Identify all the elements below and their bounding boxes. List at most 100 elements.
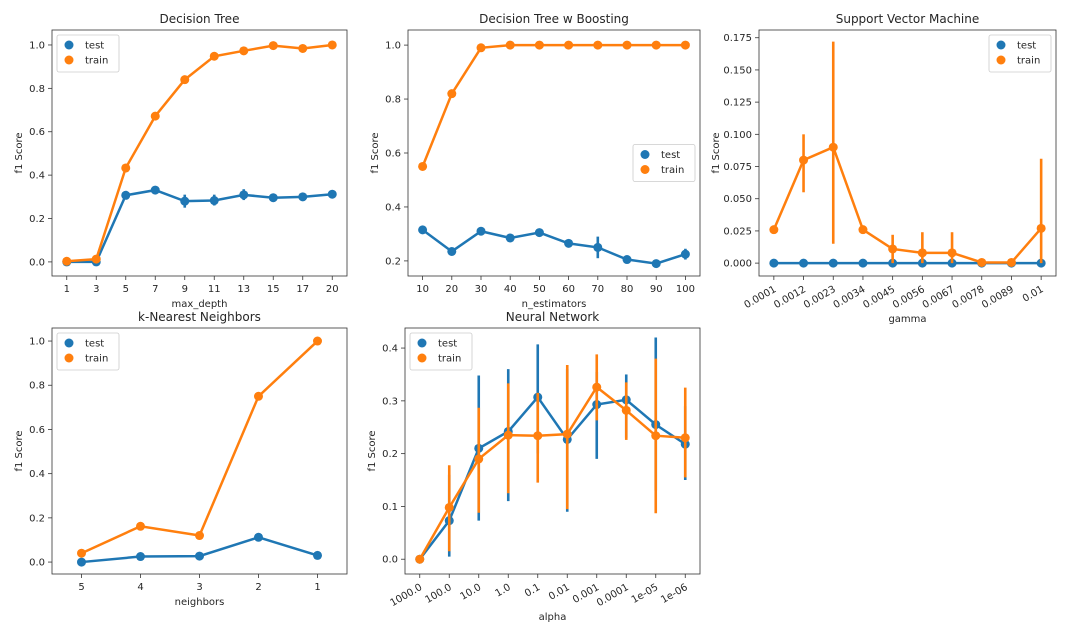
y-tick-label: 0.125: [723, 98, 752, 109]
series-line: [772, 145, 1043, 264]
y-axis-label: f1 Score: [711, 132, 722, 173]
chart-title: Support Vector Machine: [836, 12, 980, 26]
x-tick-label: 2: [255, 582, 261, 593]
legend-label-train: train: [1017, 56, 1040, 67]
axes-frame: [758, 29, 1057, 277]
axes-frame: [51, 29, 348, 277]
y-tick-label: 0.6: [29, 425, 45, 436]
x-tick-label: 0.0056: [891, 284, 927, 311]
x-tick-label: 1: [314, 582, 320, 593]
data-point: [680, 40, 690, 50]
data-point: [91, 254, 101, 264]
data-point: [415, 554, 425, 564]
series-line: [66, 188, 333, 264]
series-test: [418, 225, 690, 269]
y-axis-label: f1 Score: [14, 132, 25, 173]
data-point: [564, 238, 574, 248]
data-point: [327, 40, 337, 50]
data-point: [444, 502, 454, 512]
x-tick-label: 20: [445, 284, 458, 295]
data-point: [534, 228, 544, 238]
series-line: [418, 395, 686, 560]
y-tick-label: 0.075: [723, 162, 752, 173]
x-axis-label: gamma: [888, 314, 926, 325]
x-tick-label: 0.0023: [802, 284, 838, 311]
data-point: [327, 189, 337, 199]
subplot-decision-tree-w-boosting: Decision Tree w Boosting 0.2 0.4 0.6 0.8 1.0 1…: [370, 12, 701, 310]
chart-title: Neural Network: [506, 310, 600, 324]
y-tick-label: 0.2: [29, 214, 45, 225]
x-tick-label: 0.0001: [743, 284, 779, 311]
x-tick-label: 0.0078: [950, 284, 986, 311]
data-point: [195, 551, 204, 561]
x-tick-label: 100: [676, 284, 695, 295]
y-tick-label: 0.2: [382, 449, 398, 460]
data-point: [268, 193, 278, 203]
legend-marker-train: [64, 55, 74, 65]
legend: test train: [56, 34, 120, 73]
data-point: [828, 258, 838, 268]
data-point: [505, 233, 515, 243]
y-axis-label: f1 Score: [370, 132, 381, 173]
x-tick-label: 20: [326, 284, 339, 295]
data-point: [858, 225, 868, 235]
series-line: [66, 43, 333, 263]
x-tick-label: 5: [78, 582, 84, 593]
data-point: [474, 454, 484, 464]
legend-marker-train: [64, 353, 74, 363]
data-point: [121, 163, 131, 173]
y-tick-label: 0.2: [29, 513, 45, 524]
y-tick-label: 0.4: [29, 469, 45, 480]
series-line: [418, 385, 686, 560]
data-point: [209, 196, 219, 206]
y-tick-label: 0.4: [385, 202, 401, 213]
data-point: [592, 382, 602, 392]
legend-marker-test: [417, 338, 427, 348]
data-point: [121, 190, 131, 200]
data-point: [621, 405, 631, 415]
axes-frame: [404, 327, 701, 575]
x-tick-label: 5: [123, 284, 129, 295]
x-tick-label: 1e-05: [630, 582, 660, 606]
data-point: [593, 40, 603, 50]
legend-label-train: train: [85, 56, 108, 67]
x-axis-label: n_estimators: [522, 299, 587, 310]
data-point: [447, 246, 457, 256]
series-train: [418, 40, 690, 171]
x-tick-label: 80: [621, 284, 634, 295]
x-tick-label: 70: [591, 284, 604, 295]
data-point: [447, 89, 457, 99]
y-tick-label: 0.175: [723, 33, 752, 44]
y-tick-label: 0.1: [382, 502, 398, 513]
x-tick-label: 0.0034: [832, 284, 868, 311]
data-point: [180, 75, 190, 85]
data-point: [476, 43, 486, 53]
data-point: [418, 225, 428, 235]
y-tick-label: 1.0: [29, 40, 45, 51]
x-tick-label: 15: [267, 284, 280, 295]
series-test: [77, 532, 322, 567]
x-tick-label: 3: [93, 284, 99, 295]
x-tick-label: 13: [237, 284, 250, 295]
series-train: [77, 336, 322, 558]
x-tick-label: 1e-06: [659, 582, 689, 606]
legend-label-train: train: [438, 354, 461, 365]
data-point: [799, 258, 809, 268]
x-tick-label: 4: [137, 582, 143, 593]
axes-frame: [407, 29, 701, 277]
x-tick-label: 9: [182, 284, 188, 295]
y-tick-label: 0.6: [385, 149, 401, 160]
y-tick-label: 0.025: [723, 226, 752, 237]
x-tick-label: 0.1: [523, 582, 542, 599]
y-axis-label: f1 Score: [367, 430, 378, 471]
data-point: [977, 257, 987, 267]
data-point: [680, 249, 690, 259]
series-train: [62, 40, 337, 266]
data-point: [476, 226, 486, 236]
data-point: [268, 41, 278, 51]
y-tick-label: 0.4: [29, 171, 45, 182]
series-test: [62, 185, 337, 267]
